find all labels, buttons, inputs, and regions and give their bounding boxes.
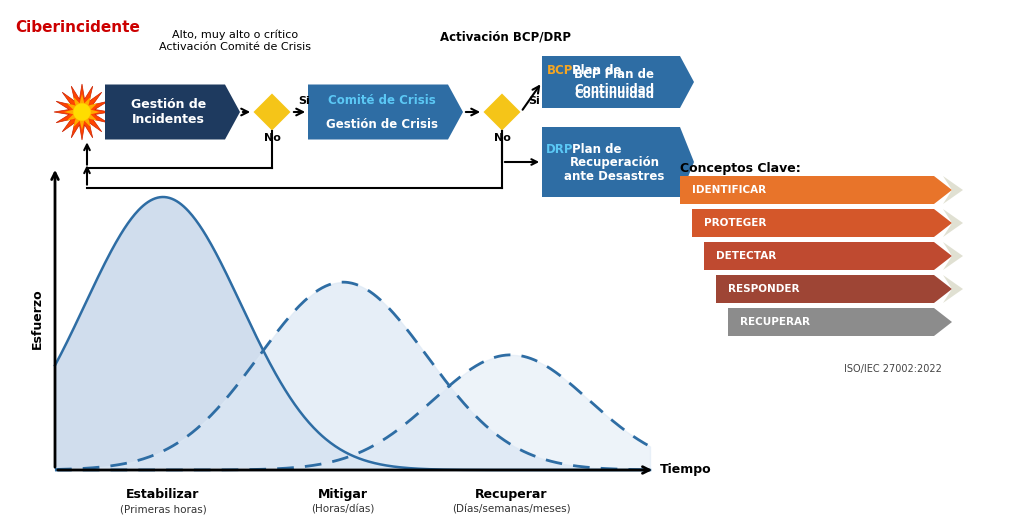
Text: Continuidad: Continuidad xyxy=(574,88,654,101)
Polygon shape xyxy=(308,85,463,139)
Text: BCP Plan de
Continuidad: BCP Plan de Continuidad xyxy=(574,68,654,96)
Text: ISO/IEC 27002:2022: ISO/IEC 27002:2022 xyxy=(844,364,942,374)
Polygon shape xyxy=(943,176,963,204)
Text: RESPONDER: RESPONDER xyxy=(728,284,800,294)
Polygon shape xyxy=(105,85,240,139)
Text: Recuperación: Recuperación xyxy=(569,156,659,169)
Polygon shape xyxy=(483,93,521,131)
Polygon shape xyxy=(705,242,952,270)
Text: Activación BCP/DRP: Activación BCP/DRP xyxy=(439,30,570,43)
Polygon shape xyxy=(542,56,694,108)
Text: No: No xyxy=(494,133,511,143)
Polygon shape xyxy=(542,127,694,197)
Text: RECUPERAR: RECUPERAR xyxy=(740,317,810,327)
Text: Gestión de Crisis: Gestión de Crisis xyxy=(326,117,437,130)
Text: Plan de: Plan de xyxy=(572,143,622,156)
Text: Ciberincidente: Ciberincidente xyxy=(15,20,140,35)
Text: BCP: BCP xyxy=(547,64,573,77)
Text: Alto, muy alto o crítico
Activación Comité de Crisis: Alto, muy alto o crítico Activación Comi… xyxy=(159,30,311,52)
Text: PROTEGER: PROTEGER xyxy=(705,218,766,228)
Polygon shape xyxy=(716,275,952,303)
Polygon shape xyxy=(680,176,952,204)
Text: Si: Si xyxy=(528,96,540,106)
Text: IDENTIFICAR: IDENTIFICAR xyxy=(692,185,766,195)
Text: Estabilizar: Estabilizar xyxy=(126,488,200,501)
Polygon shape xyxy=(692,209,952,237)
Polygon shape xyxy=(943,242,963,270)
Polygon shape xyxy=(728,308,952,336)
Text: No: No xyxy=(264,133,281,143)
Polygon shape xyxy=(943,209,963,237)
Polygon shape xyxy=(253,93,291,131)
Text: Mitigar: Mitigar xyxy=(318,488,368,501)
Text: Esfuerzo: Esfuerzo xyxy=(31,288,43,349)
Polygon shape xyxy=(943,275,963,303)
Polygon shape xyxy=(54,84,110,140)
Text: Plan de: Plan de xyxy=(572,64,622,77)
Text: ante Desastres: ante Desastres xyxy=(564,171,665,184)
Text: (Primeras horas): (Primeras horas) xyxy=(120,505,207,515)
Text: Recuperar: Recuperar xyxy=(475,488,547,501)
Text: Comité de Crisis: Comité de Crisis xyxy=(328,93,435,106)
Polygon shape xyxy=(63,94,100,130)
Text: Si: Si xyxy=(298,96,309,106)
Text: DRP: DRP xyxy=(546,143,573,156)
Text: (Días/semanas/meses): (Días/semanas/meses) xyxy=(452,505,570,515)
Circle shape xyxy=(74,104,90,120)
Text: Conceptos Clave:: Conceptos Clave: xyxy=(680,162,801,175)
Text: Gestión de
Incidentes: Gestión de Incidentes xyxy=(131,98,207,126)
Text: Tiempo: Tiempo xyxy=(660,464,712,477)
Text: (Horas/días): (Horas/días) xyxy=(311,505,375,515)
Text: DETECTAR: DETECTAR xyxy=(716,251,776,261)
